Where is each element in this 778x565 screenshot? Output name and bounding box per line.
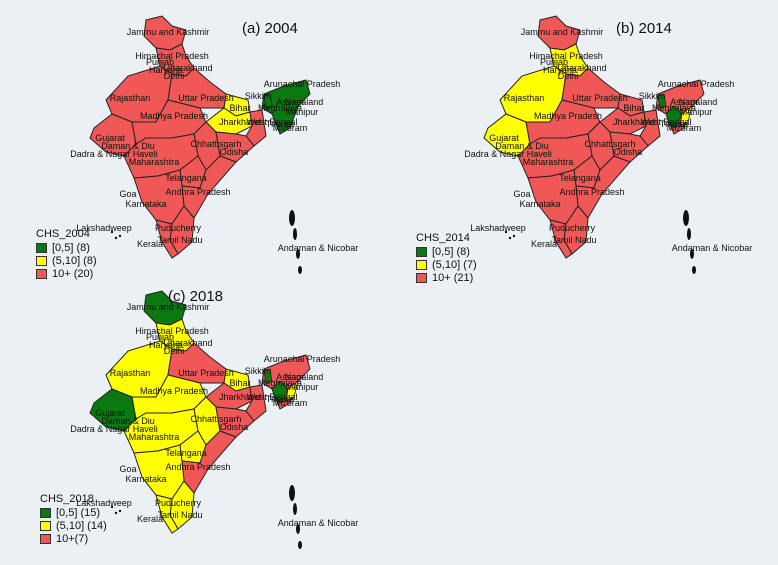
legend-swatch bbox=[36, 255, 47, 266]
legend-swatch bbox=[36, 268, 47, 279]
region-ka bbox=[133, 444, 185, 500]
legend-swatch bbox=[416, 272, 427, 283]
island-andaman-0 bbox=[289, 210, 295, 226]
legend-swatch bbox=[40, 533, 51, 544]
island-andaman-0 bbox=[289, 485, 295, 501]
legend-swatch bbox=[36, 242, 47, 253]
island-lakshadweep-1 bbox=[508, 236, 512, 240]
region-kl bbox=[155, 494, 179, 534]
legend-label: [0,5] (8) bbox=[52, 241, 90, 254]
legend-label: [0,5] (8) bbox=[432, 245, 470, 258]
legend-swatch bbox=[416, 246, 427, 257]
legend-title-2018: CHS_2018 bbox=[40, 493, 94, 505]
legend-label: (5,10] (8) bbox=[52, 254, 97, 267]
island-lakshadweep-2 bbox=[512, 234, 516, 238]
panel-title-2004: (a) 2004 bbox=[242, 20, 298, 37]
legend-label: (5,10] (14) bbox=[56, 519, 107, 532]
island-andaman-2 bbox=[690, 249, 694, 259]
region-ka bbox=[527, 169, 579, 225]
legend-item: 10+ (21) bbox=[416, 271, 477, 284]
region-ka bbox=[133, 169, 185, 225]
legend-label: 10+ (20) bbox=[52, 267, 94, 280]
legend-label: (5,10] (7) bbox=[432, 258, 477, 271]
island-lakshadweep-1 bbox=[114, 511, 118, 515]
region-kl bbox=[155, 219, 179, 259]
region-northeast-sub-0 bbox=[271, 380, 289, 404]
region-northeast-sub-2 bbox=[657, 93, 667, 109]
legend-label: 10+ (21) bbox=[432, 271, 474, 284]
legend-swatch bbox=[40, 507, 51, 518]
legend-item: (5,10] (7) bbox=[416, 258, 477, 271]
island-andaman-1 bbox=[293, 228, 297, 240]
island-andaman-0 bbox=[683, 210, 689, 226]
legend-item: [0,5] (8) bbox=[36, 241, 97, 254]
island-andaman-3 bbox=[298, 266, 302, 274]
legend-label: [0,5] (15) bbox=[56, 506, 101, 519]
island-andaman-2 bbox=[296, 249, 300, 259]
india-map-2018 bbox=[89, 290, 311, 549]
region-northeast-sub-2 bbox=[263, 368, 273, 384]
island-lakshadweep-2 bbox=[118, 234, 122, 238]
panel-title-2018: (c) 2018 bbox=[168, 288, 224, 305]
island-lakshadweep-0 bbox=[110, 230, 114, 234]
island-andaman-2 bbox=[296, 524, 300, 534]
legend-2004: CHS_2004 [0,5] (8) (5,10] (8) 10+ (20) bbox=[36, 228, 97, 280]
legend-item: 10+(7) bbox=[40, 532, 107, 545]
island-andaman-3 bbox=[692, 266, 696, 274]
map-panel-2004: (a) 2004 CHS_2004 [0,5] (8) (5,10] (8) 10+… bbox=[36, 10, 358, 280]
island-andaman-3 bbox=[298, 541, 302, 549]
legend-item: [0,5] (15) bbox=[40, 506, 107, 519]
island-lakshadweep-1 bbox=[114, 236, 118, 240]
region-northeast bbox=[261, 79, 311, 135]
legend-title-2014: CHS_2014 bbox=[416, 232, 470, 244]
region-kl bbox=[549, 219, 573, 259]
island-andaman-1 bbox=[687, 228, 691, 240]
map-panel-2018: (c) 2018 CHS_2018 [0,5] (15) (5,10] (14) 1… bbox=[40, 285, 358, 549]
island-lakshadweep-0 bbox=[504, 230, 508, 234]
map-panel-2014: (b) 2014 CHS_2014 [0,5] (8) (5,10] (7) 10+… bbox=[416, 10, 752, 284]
legend-swatch bbox=[416, 259, 427, 270]
legend-2014: CHS_2014 [0,5] (8) (5,10] (7) 10+ (21) bbox=[416, 232, 477, 284]
legend-label: 10+(7) bbox=[56, 532, 89, 545]
india-map-2014 bbox=[483, 15, 705, 274]
region-northeast-sub-0 bbox=[665, 105, 683, 129]
island-andaman-1 bbox=[293, 503, 297, 515]
legend-item: (5,10] (8) bbox=[36, 254, 97, 267]
legend-item: (5,10] (14) bbox=[40, 519, 107, 532]
region-northeast-sub-1 bbox=[679, 104, 693, 127]
legend-item: 10+ (20) bbox=[36, 267, 97, 280]
region-northeast-sub-1 bbox=[285, 379, 299, 402]
legend-swatch bbox=[40, 520, 51, 531]
legend-title-2004: CHS_2004 bbox=[36, 228, 90, 240]
legend-item: [0,5] (8) bbox=[416, 245, 477, 258]
legend-2018: CHS_2018 [0,5] (15) (5,10] (14) 10+(7) bbox=[40, 493, 107, 545]
island-lakshadweep-0 bbox=[110, 505, 114, 509]
panel-title-2014: (b) 2014 bbox=[616, 20, 672, 37]
island-lakshadweep-2 bbox=[118, 509, 122, 513]
india-map-2004 bbox=[89, 15, 311, 274]
region-sikkim bbox=[263, 93, 273, 109]
